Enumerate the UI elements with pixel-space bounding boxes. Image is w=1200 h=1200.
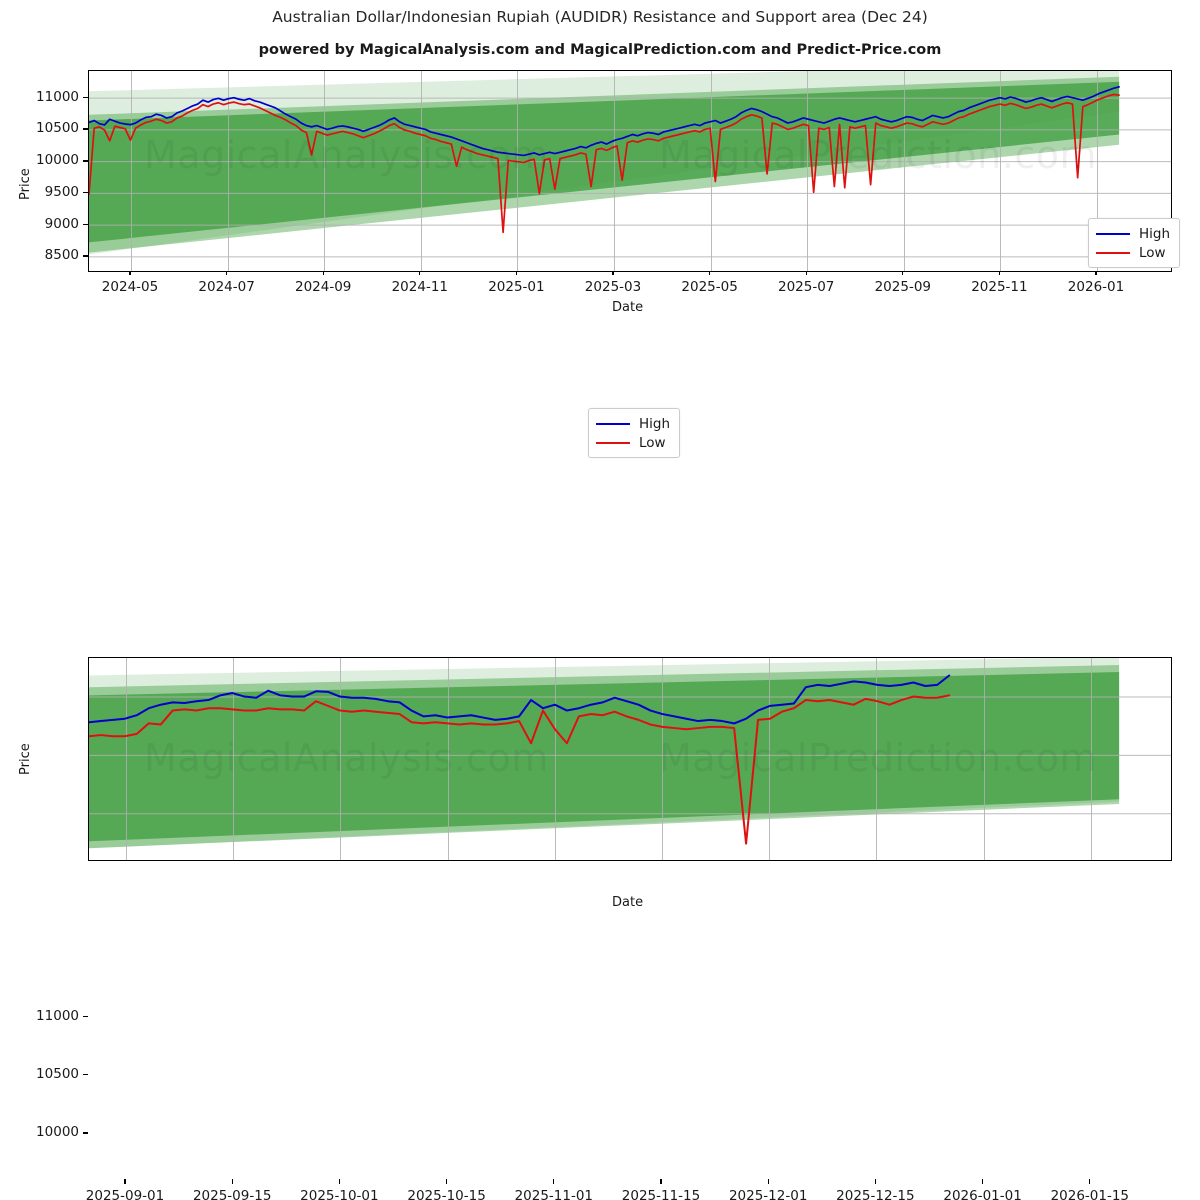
legend-swatch-high [596, 422, 630, 425]
band-outer-upper [89, 71, 1120, 255]
x-tick-label: 2025-09 [874, 279, 931, 295]
x-tick-mark [708, 270, 711, 275]
x-tick-mark [805, 270, 807, 275]
x-tick-label: 2026-01-15 [1050, 1188, 1130, 1200]
x-tick-label: 2026-01-01 [943, 1188, 1022, 1200]
x-tick-mark [612, 270, 614, 275]
overview-x-axis-label: Date [612, 300, 644, 315]
x-tick-label: 2025-11 [971, 279, 1028, 295]
zoom-y-axis-label: Price [18, 743, 33, 775]
overview-y-axis-label: Price [18, 168, 33, 200]
x-tick-mark [902, 270, 904, 275]
chart-legend[interactable]: High Low [588, 408, 681, 458]
x-tick-label: 2025-11-01 [514, 1188, 594, 1200]
x-tick-label: 2024-05 [101, 279, 159, 295]
zoom-x-axis-label: Date [612, 895, 644, 910]
x-tick-label: 2026-01 [1067, 279, 1125, 295]
x-tick-label: 2025-10-01 [300, 1188, 379, 1200]
plot-graphics [89, 71, 1171, 271]
y-tick-mark [83, 191, 88, 194]
x-tick-mark [515, 270, 518, 275]
y-tick-label: 9000 [44, 215, 79, 232]
x-tick-mark [998, 270, 1001, 275]
x-tick-mark [129, 270, 131, 275]
legend-label: Low [1139, 244, 1166, 261]
x-tick-mark [981, 1179, 984, 1184]
x-tick-mark [553, 1179, 555, 1184]
series-line-low [89, 93, 1120, 234]
x-tick-mark [419, 270, 421, 275]
chart-legend[interactable]: High Low [1088, 218, 1181, 268]
y-tick-label: 8500 [44, 247, 79, 264]
legend-swatch-low [596, 441, 630, 444]
page-subtitle: powered by MagicalAnalysis.com and Magic… [258, 42, 942, 58]
x-tick-label: 2025-01 [488, 279, 545, 295]
x-tick-mark [767, 1179, 769, 1184]
legend-item-low[interactable]: Low [1096, 243, 1170, 262]
x-tick-mark [1095, 270, 1097, 275]
y-tick-mark [83, 1015, 88, 1017]
legend-label: Low [639, 434, 666, 451]
overview-chart-panel: Price Date 8500 9000 9500 10000 10500 11000 20… [0, 0, 1200, 320]
gridlines [89, 71, 1171, 271]
x-tick-label: 2025-10-15 [407, 1188, 486, 1200]
support-resistance-bands [89, 658, 1120, 849]
x-tick-label: 2025-12-01 [728, 1188, 808, 1200]
legend-swatch-low [1096, 251, 1130, 254]
x-tick-label: 2025-07 [777, 279, 835, 295]
y-tick-mark [83, 128, 88, 130]
zoom-chart-panel: Price Date 10000 10500 11000 2025-09-01 2025… [0, 320, 1200, 1200]
y-tick-label: 10500 [36, 120, 79, 137]
legend-label: High [1139, 225, 1171, 242]
x-tick-label: 2024-07 [198, 279, 255, 295]
x-tick-label: 2025-12-15 [836, 1188, 915, 1200]
band-outer-upper [89, 658, 1120, 849]
y-tick-mark [83, 1132, 88, 1134]
x-tick-mark [231, 1179, 233, 1184]
y-tick-label: 10500 [36, 1065, 79, 1082]
legend-item-low[interactable]: Low [596, 433, 670, 452]
y-tick-mark [83, 160, 88, 162]
legend-item-high[interactable]: High [596, 414, 670, 433]
legend-label: High [639, 415, 671, 432]
x-tick-mark [874, 1179, 877, 1184]
x-tick-label: 2025-03 [584, 279, 642, 295]
x-tick-mark [124, 1179, 126, 1184]
y-tick-label: 11000 [36, 88, 79, 105]
x-tick-mark [1089, 1179, 1091, 1184]
x-tick-mark [445, 1179, 448, 1184]
series-line-high [89, 86, 1120, 157]
x-tick-mark [338, 1179, 341, 1184]
y-tick-label: 9500 [44, 183, 79, 200]
y-tick-mark [83, 255, 88, 257]
x-tick-label: 2025-09-01 [85, 1188, 165, 1200]
y-tick-mark [83, 1073, 88, 1076]
y-tick-mark [83, 96, 88, 99]
y-tick-label: 10000 [36, 152, 79, 169]
zoom-plot-area: MagicalAnalysis.comMagicalPrediction.com [88, 657, 1172, 861]
y-tick-mark [83, 223, 88, 226]
x-tick-label: 2025-11-15 [621, 1188, 701, 1200]
page-title: Australian Dollar/Indonesian Rupiah (AUD… [272, 8, 928, 26]
overview-plot-area: MagicalAnalysis.comMagicalPrediction.com [88, 70, 1172, 272]
x-tick-mark [322, 270, 324, 275]
y-tick-label: 10000 [36, 1124, 79, 1141]
legend-swatch-high [1096, 232, 1130, 235]
x-tick-mark [660, 1179, 662, 1184]
y-tick-label: 11000 [36, 1007, 79, 1024]
x-tick-mark [225, 270, 228, 275]
x-tick-label: 2024-09 [294, 279, 352, 295]
x-tick-label: 2025-09-15 [192, 1188, 272, 1200]
x-tick-label: 2025-05 [681, 279, 738, 295]
plot-graphics [89, 658, 1171, 860]
legend-item-high[interactable]: High [1096, 224, 1170, 243]
x-tick-label: 2024-11 [391, 279, 448, 295]
